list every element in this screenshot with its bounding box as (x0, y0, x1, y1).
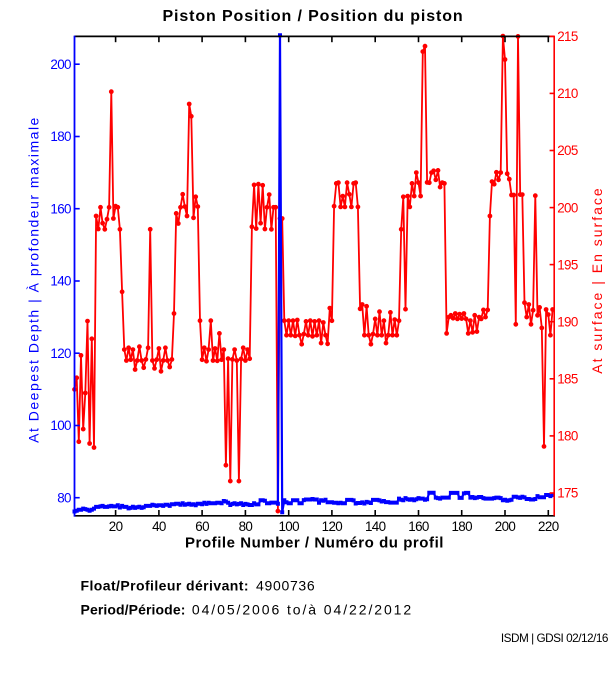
svg-text:40: 40 (152, 519, 166, 534)
svg-text:80: 80 (57, 490, 71, 505)
svg-text:120: 120 (50, 346, 71, 361)
svg-text:100: 100 (278, 519, 299, 534)
svg-text:Piston Position / Position du: Piston Position / Position du piston (163, 8, 464, 25)
svg-text:Period/Période:: Period/Période: (81, 602, 186, 618)
svg-text:ISDM | GDSI 02/12/16: ISDM | GDSI 02/12/16 (501, 631, 609, 645)
svg-text:210: 210 (557, 86, 578, 101)
svg-text:200: 200 (50, 57, 71, 72)
svg-text:160: 160 (50, 201, 71, 216)
svg-text:At surface | En surface: At surface | En surface (589, 186, 605, 373)
svg-text:180: 180 (451, 519, 472, 534)
svg-text:60: 60 (195, 519, 209, 534)
svg-text:220: 220 (538, 519, 559, 534)
svg-text:205: 205 (557, 143, 578, 158)
svg-text:Profile Number / Numéro du pro: Profile Number / Numéro du profil (185, 535, 444, 552)
svg-text:4900736: 4900736 (256, 578, 315, 594)
svg-text:80: 80 (239, 519, 253, 534)
svg-text:100: 100 (50, 418, 71, 433)
svg-text:180: 180 (557, 429, 578, 444)
svg-text:140: 140 (365, 519, 386, 534)
svg-text:190: 190 (557, 314, 578, 329)
svg-text:20: 20 (109, 519, 123, 534)
svg-text:140: 140 (50, 274, 71, 289)
svg-text:120: 120 (322, 519, 343, 534)
svg-text:200: 200 (557, 200, 578, 215)
svg-text:Float/Profileur dérivant:: Float/Profileur dérivant: (81, 578, 249, 594)
svg-text:180: 180 (50, 129, 71, 144)
svg-text:160: 160 (408, 519, 429, 534)
svg-text:200: 200 (495, 519, 516, 534)
svg-text:175: 175 (557, 486, 578, 501)
svg-text:At Deepest Depth | À profondeu: At Deepest Depth | À profondeur maximale (26, 116, 42, 443)
svg-text:185: 185 (557, 372, 578, 387)
svg-text:215: 215 (557, 29, 578, 44)
svg-text:195: 195 (557, 257, 578, 272)
svg-text:04/05/2006 to/à 04/22/2012: 04/05/2006 to/à 04/22/2012 (192, 602, 413, 618)
